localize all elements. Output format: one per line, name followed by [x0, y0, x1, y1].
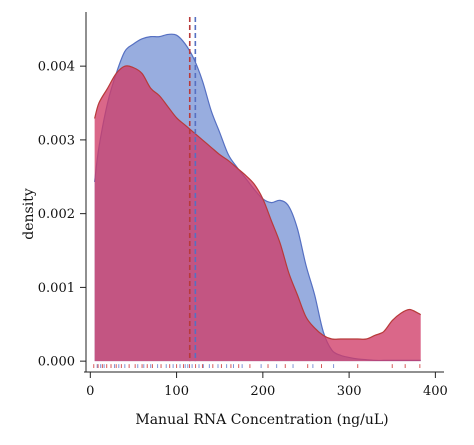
y-tick-label: 0.000 — [38, 355, 75, 370]
y-tick-label: 0.004 — [38, 60, 75, 75]
axis-layer: 0 100 200 300 400 0.000 0.001 0.002 0.003 0.004 — [38, 12, 448, 399]
x-tick-label: 0 — [86, 384, 94, 399]
plot-layer — [93, 17, 422, 368]
y-tick-label: 0.001 — [38, 281, 75, 296]
x-tick-label: 300 — [337, 384, 362, 399]
x-tick-label: 100 — [164, 384, 189, 399]
y-tick-label: 0.003 — [38, 133, 75, 148]
y-tick-label: 0.002 — [38, 207, 75, 222]
x-tick-label: 200 — [250, 384, 275, 399]
density-line-red — [94, 65, 422, 340]
y-axis-title: density — [21, 188, 37, 240]
x-axis-title: Manual RNA Concentration (ng/uL) — [135, 412, 388, 428]
x-tick-label: 400 — [423, 384, 448, 399]
density-area-red — [94, 65, 421, 362]
